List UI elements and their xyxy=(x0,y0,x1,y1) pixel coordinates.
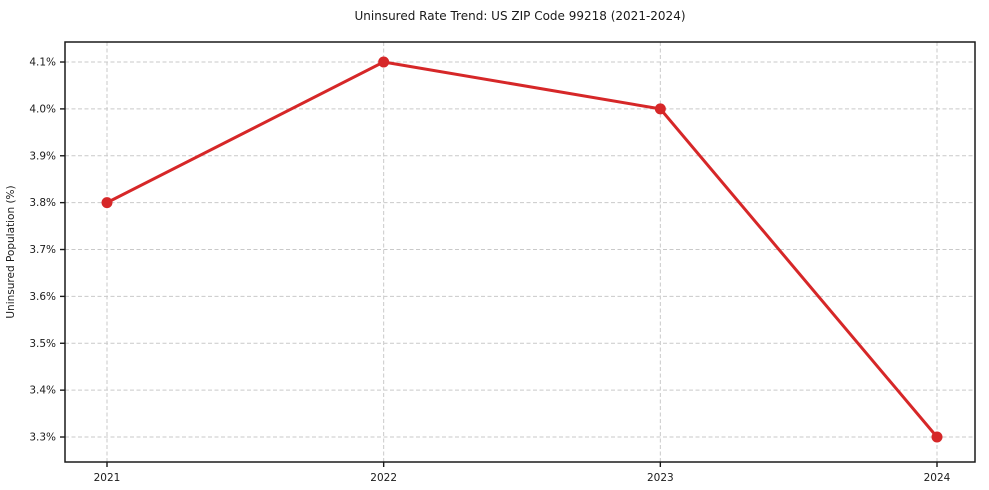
trend-line xyxy=(105,60,939,439)
x-tick-label: 2023 xyxy=(647,472,674,484)
plot-border xyxy=(64,41,976,463)
y-tick-label: 4.0% xyxy=(29,103,56,115)
trend-line-series xyxy=(101,56,943,443)
y-tick-label: 3.5% xyxy=(29,338,56,350)
chart-title: Uninsured Rate Trend: US ZIP Code 99218 … xyxy=(354,9,685,23)
data-point-marker xyxy=(654,103,666,115)
spine-rect xyxy=(64,41,976,463)
y-tick-label: 3.9% xyxy=(29,150,56,162)
x-tick-label: 2021 xyxy=(94,472,121,484)
gridlines xyxy=(65,42,975,462)
y-tick-label: 3.6% xyxy=(29,291,56,303)
x-tick-label: 2022 xyxy=(370,472,397,484)
y-tick-label: 3.8% xyxy=(29,197,56,209)
x-tick-label: 2024 xyxy=(924,472,951,484)
axis-tick-labels: 3.3% 3.4% 3.5% 3.6% 3.7% 3.8% 3.9% 4.0% 4.1% 2021… xyxy=(29,57,950,484)
y-tick-label: 4.1% xyxy=(29,57,56,69)
y-tick-label: 3.3% xyxy=(29,432,56,444)
axis-ticks xyxy=(60,61,938,467)
y-tick-label: 3.4% xyxy=(29,385,56,397)
data-point-marker xyxy=(101,197,113,209)
y-axis-label: Uninsured Population (%) xyxy=(5,185,17,318)
y-tick-label: 3.7% xyxy=(29,244,56,256)
data-point-marker xyxy=(378,56,390,68)
data-point-marker xyxy=(931,431,943,443)
